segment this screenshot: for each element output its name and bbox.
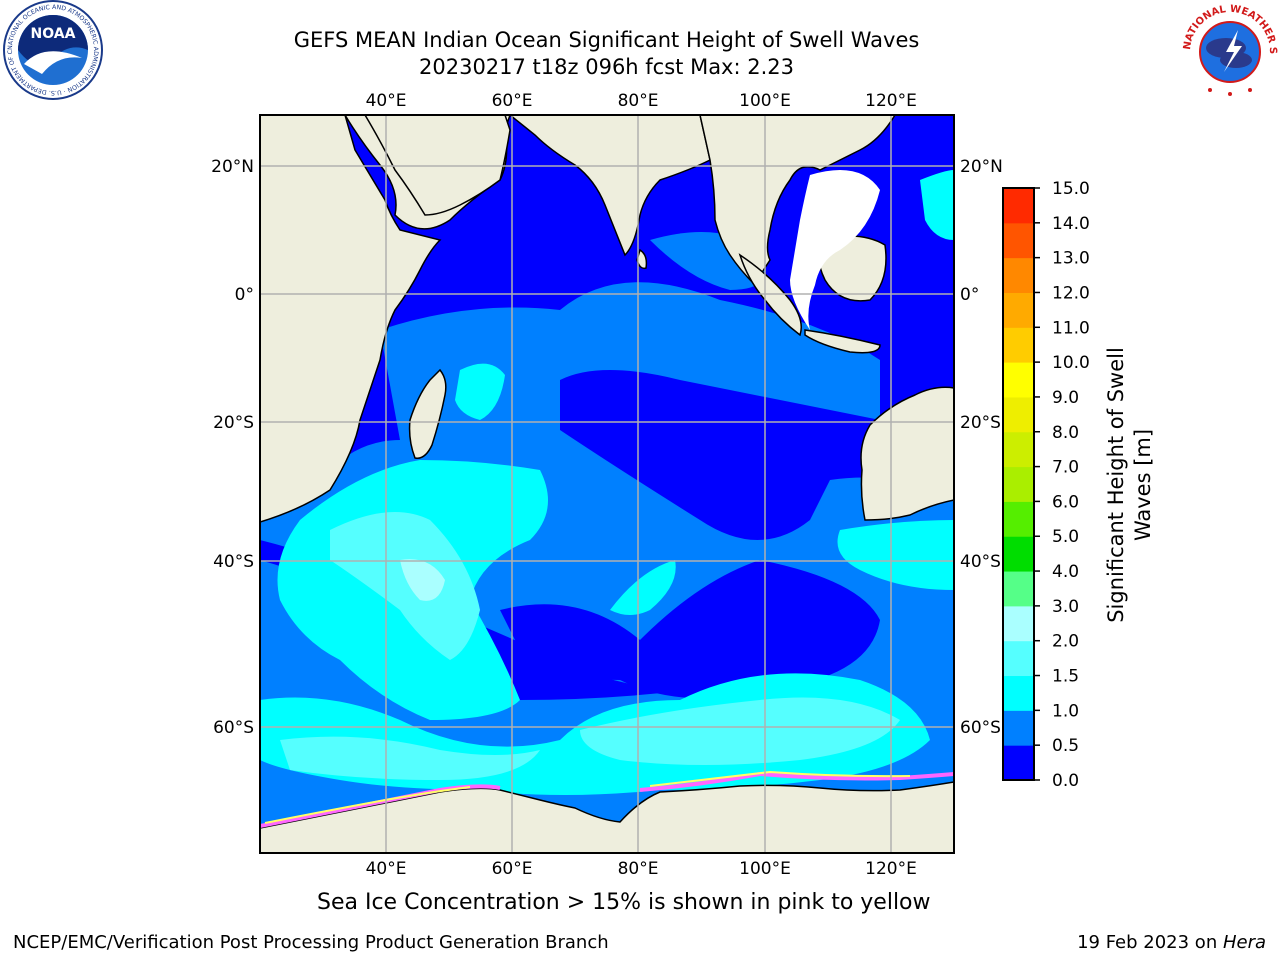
colorbar-label-line1: Significant Height of Swell: [1104, 347, 1128, 623]
lon-label-top: 100°E: [739, 91, 791, 111]
colorbar-tick-label: 15.0: [1052, 179, 1090, 199]
colorbar-tick-label: 11.0: [1052, 318, 1090, 338]
colorbar-tick-label: 6.0: [1052, 492, 1079, 512]
lat-label-right: 40°S: [960, 552, 1001, 572]
lon-label-top: 80°E: [618, 91, 659, 111]
colorbar-tick-label: 9.0: [1052, 388, 1079, 408]
footer-date: 19 Feb 2023 on Hera: [1077, 932, 1266, 953]
lon-label-bottom: 80°E: [618, 859, 659, 879]
colorbar-tick-label: 8.0: [1052, 423, 1079, 443]
sea-ice-fringe-east-yellow: [649, 770, 911, 787]
colorbar-tick-label: 5.0: [1052, 527, 1079, 547]
land-group: [260, 115, 954, 853]
colorbar-segment: [1003, 745, 1034, 781]
swell-cyan-central: [610, 560, 676, 615]
sea-ice-fringe-east: [639, 771, 954, 792]
colorbar-segment: [1003, 257, 1034, 293]
colorbar-segment: [1003, 431, 1034, 468]
lat-label-left: 20°S: [213, 413, 254, 433]
colorbar-tick-label: 14.0: [1052, 214, 1090, 234]
colorbar-segment: [1003, 362, 1034, 398]
colorbar-tick-label: 4.0: [1052, 562, 1079, 582]
colorbar-segment: [1003, 571, 1034, 607]
colorbar-tick-label: 13.0: [1052, 249, 1090, 269]
lat-label-left: 20°N: [211, 157, 254, 177]
colorbar-tick-label: 0.5: [1052, 736, 1079, 756]
land-asia-se: [699, 115, 896, 287]
footer-date-text: 19 Feb 2023 on: [1077, 932, 1223, 953]
colorbar-frame: [1002, 187, 1035, 781]
ocean-deep-south: [500, 560, 880, 698]
footer-host: Hera: [1222, 932, 1266, 953]
lon-label-top: 60°E: [492, 91, 533, 111]
colorbar-tick-label: 3.0: [1052, 597, 1079, 617]
lat-label-left: 40°S: [213, 552, 254, 572]
swell-cyan-southeast: [837, 520, 954, 590]
colorbar-segment: [1003, 188, 1034, 224]
chart-subtitle: 20230217 t18z 096h fcst Max: 2.23: [419, 55, 794, 79]
gridlines: [260, 115, 954, 853]
lon-label-bottom: 60°E: [492, 859, 533, 879]
lat-label-left: 0°: [235, 285, 254, 305]
colorbar-segment: [1003, 501, 1034, 537]
swell-cyan-philippines: [920, 170, 954, 240]
colorbar: 0.0 0.5 1.0 1.5 2.0 3.0 4.0 5.0 6.0 7.0 8.0 9.0 10.0…: [1003, 179, 1090, 791]
colorbar-tick-label: 1.5: [1052, 667, 1079, 687]
sea-ice-fringe-yellow: [264, 786, 471, 824]
colorbar-tick-label: 12.0: [1052, 283, 1090, 303]
lat-label-right: 20°N: [960, 157, 1003, 177]
swell-lightcyan-2: [580, 697, 900, 765]
colorbar-segment: [1003, 222, 1034, 259]
lon-label-bottom: 40°E: [366, 859, 407, 879]
colorbar-tick-label: 1.0: [1052, 701, 1079, 721]
lat-label-left: 60°S: [213, 718, 254, 738]
lon-label-top: 120°E: [865, 91, 917, 111]
swell-lightcyan-3: [280, 736, 540, 780]
colorbar-label-line2: Waves [m]: [1131, 429, 1155, 541]
swell-cyan-madagascar: [455, 363, 505, 420]
land-sumatra: [738, 253, 802, 337]
land-india: [508, 115, 711, 257]
lon-label-top: 40°E: [366, 91, 407, 111]
lat-label-right: 60°S: [960, 718, 1001, 738]
colorbar-segment: [1003, 640, 1034, 677]
noaa-center-text: NOAA: [31, 26, 76, 42]
colorbar-tick-label: 0.0: [1052, 771, 1079, 791]
swell-lightcyan-1: [330, 512, 480, 660]
caption: Sea Ice Concentration > 15% is shown in …: [317, 890, 931, 915]
colorbar-segment: [1003, 327, 1034, 363]
noaa-logo: NATIONAL OCEANIC AND ATMOSPHERIC ADMINIS…: [2, 0, 103, 100]
chart-title: GEFS MEAN Indian Ocean Significant Heigh…: [293, 28, 920, 52]
colorbar-segment: [1003, 292, 1034, 328]
colorbar-tick-label: 7.0: [1052, 458, 1079, 478]
land-australia: [860, 386, 954, 521]
colorbar-segment: [1003, 396, 1034, 433]
map-area: [260, 115, 954, 853]
nws-logo: NATIONAL WEATHER SERVICE: [1180, 0, 1278, 98]
colorbar-segment: [1003, 605, 1034, 642]
colorbar-tick-label: 2.0: [1052, 632, 1079, 652]
lat-label-right: 0°: [960, 285, 979, 305]
lat-label-right: 20°S: [960, 413, 1001, 433]
map-frame: [259, 114, 955, 854]
swell-palecyan-patch: [400, 559, 445, 601]
colorbar-segment: [1003, 536, 1034, 572]
colorbar-segment: [1003, 710, 1034, 746]
lon-label-bottom: 100°E: [739, 859, 791, 879]
land-africa-arabia: [260, 115, 511, 523]
footer-credit: NCEP/EMC/Verification Post Processing Pr…: [13, 932, 609, 953]
land-madagascar: [408, 368, 447, 459]
nodata-se-asia: [790, 170, 880, 330]
colorbar-segment: [1003, 466, 1034, 502]
colorbar-tick-label: 10.0: [1052, 353, 1090, 373]
lon-label-bottom: 120°E: [865, 859, 917, 879]
land-arabia: [364, 115, 511, 216]
colorbar-segment: [1003, 675, 1034, 711]
